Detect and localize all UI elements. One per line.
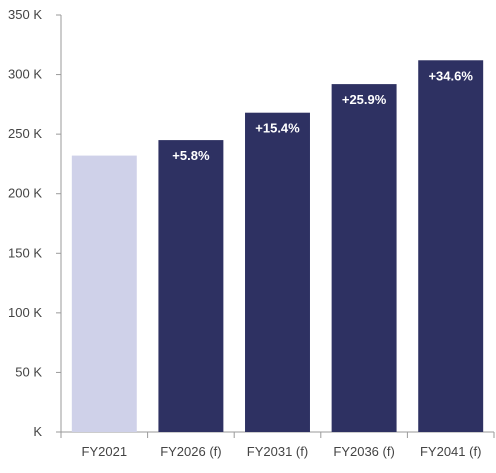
y-tick-label: K bbox=[33, 424, 42, 439]
y-tick-label: 250 K bbox=[8, 126, 42, 141]
x-tick-label: FY2026 (f) bbox=[160, 444, 221, 459]
data-labels: +5.8% +15.4% +25.9% +34.6% bbox=[172, 68, 473, 163]
data-label: +5.8% bbox=[172, 148, 210, 163]
x-axis: FY2021 FY2026 (f) FY2031 (f) FY2036 (f) FY20… bbox=[60, 431, 495, 459]
bar-fy2026-f bbox=[158, 140, 224, 432]
x-tick-label: FY2031 (f) bbox=[247, 444, 308, 459]
bar-fy2031-f bbox=[245, 112, 310, 432]
bar-fy2036-f bbox=[331, 84, 397, 433]
x-tick-label: FY2021 bbox=[82, 444, 128, 459]
y-tick-label: 100 K bbox=[8, 305, 42, 320]
y-axis: K 50 K 100 K 150 K 200 K 250 K 300 K 350 K bbox=[8, 7, 62, 439]
y-tick-label: 50 K bbox=[15, 364, 42, 379]
data-label: +25.9% bbox=[342, 92, 387, 107]
bars bbox=[71, 60, 484, 433]
y-tick-label: 150 K bbox=[8, 245, 42, 260]
data-label: +34.6% bbox=[428, 68, 473, 83]
bar-fy2041-f bbox=[418, 60, 484, 432]
y-tick-label: 200 K bbox=[8, 186, 42, 201]
data-label: +15.4% bbox=[255, 121, 300, 136]
y-tick-label: 300 K bbox=[8, 67, 42, 82]
x-tick-label: FY2041 (f) bbox=[420, 444, 481, 459]
y-tick-label: 350 K bbox=[8, 7, 42, 22]
bar-fy2021 bbox=[71, 155, 137, 433]
x-tick-label: FY2036 (f) bbox=[333, 444, 394, 459]
